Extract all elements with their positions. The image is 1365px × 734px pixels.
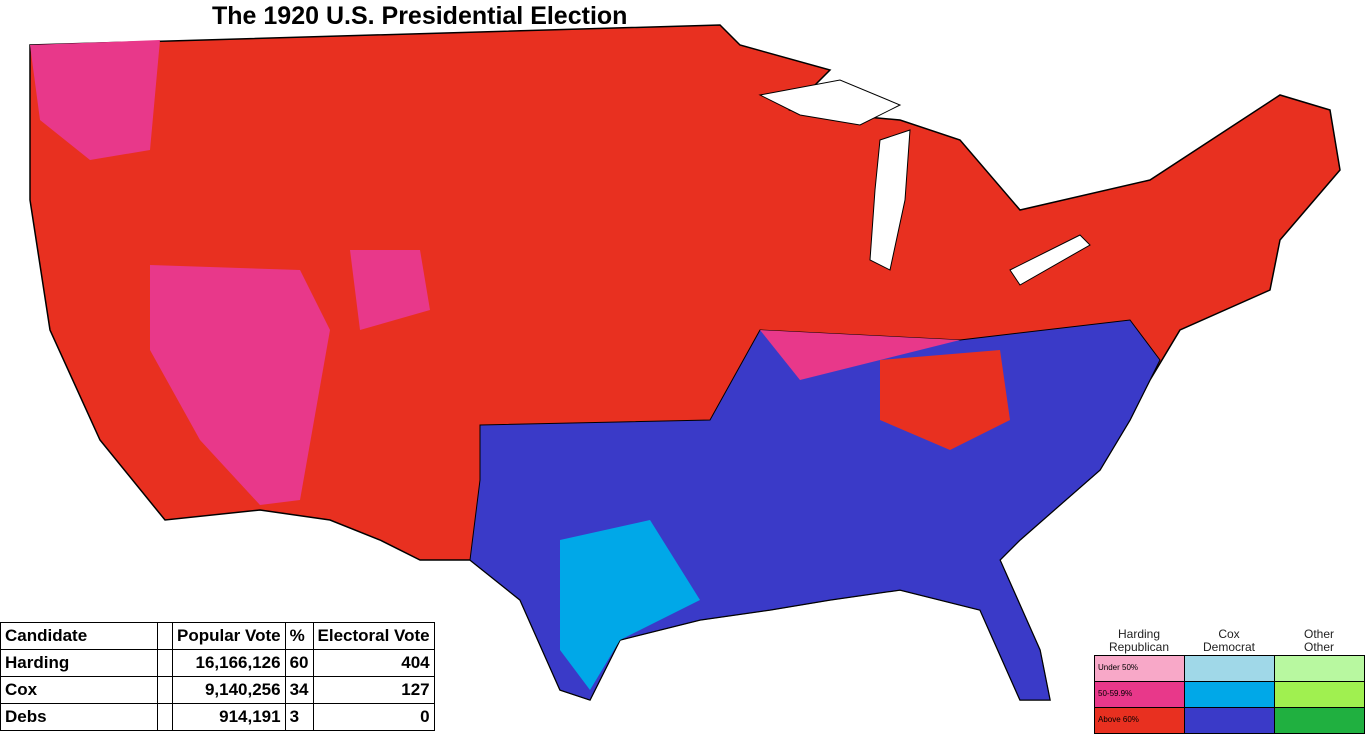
- legend-row: Under 50%: [1094, 656, 1365, 682]
- percent-cell: 34: [284, 676, 314, 704]
- republican-moderate-northwest: [30, 40, 160, 160]
- legend-swatch: [1185, 656, 1275, 682]
- electoral-vote-cell: 404: [312, 649, 435, 677]
- legend-column-header: Other Other: [1274, 628, 1364, 654]
- legend: Harding Republican Cox Democrat Other Other Un…: [1094, 628, 1365, 734]
- result-row: Debs 914,191 3 0: [0, 703, 435, 731]
- header-cell: %: [284, 622, 314, 650]
- legend-swatch: [1275, 656, 1365, 682]
- lake-erie: [1009, 234, 1091, 286]
- result-row: Cox 9,140,256 34 127: [0, 676, 435, 704]
- legend-column-header: Cox Democrat: [1184, 628, 1274, 654]
- spacer-cell: [157, 676, 173, 704]
- legend-header: Harding Republican Cox Democrat Other Other: [1094, 628, 1365, 654]
- lake-michigan: [869, 129, 911, 271]
- popular-vote-cell: 16,166,126: [172, 649, 286, 677]
- candidate-cell: Harding: [0, 649, 158, 677]
- legend-candidate: Harding: [1117, 627, 1161, 641]
- popular-vote-cell: 914,191: [172, 703, 286, 731]
- lake-superior: [758, 79, 902, 126]
- republican-moderate-west: [150, 265, 330, 505]
- legend-column-header: Harding Republican: [1094, 628, 1184, 654]
- results-table: Candidate Popular Vote % Electoral Vote …: [0, 622, 435, 731]
- spacer-cell: [157, 649, 173, 677]
- spacer-cell: [157, 703, 173, 731]
- legend-candidate: Other: [1303, 627, 1334, 641]
- legend-row-label: Under 50%: [1098, 663, 1139, 672]
- legend-swatch: [1185, 708, 1275, 734]
- legend-candidate: Cox: [1218, 627, 1240, 641]
- legend-row: 50-59.9%: [1094, 682, 1365, 708]
- democrat-moderate-texas: [560, 520, 700, 690]
- legend-swatch: [1275, 708, 1365, 734]
- header-cell: Popular Vote: [172, 622, 286, 650]
- legend-row-label: Above 60%: [1098, 715, 1139, 724]
- electoral-vote-cell: 0: [312, 703, 435, 731]
- legend-swatch: 50-59.9%: [1095, 682, 1185, 708]
- map-title: The 1920 U.S. Presidential Election: [212, 2, 628, 30]
- legend-row-label: 50-59.9%: [1098, 689, 1133, 698]
- spacer-cell: [157, 622, 173, 650]
- candidate-cell: Debs: [0, 703, 158, 731]
- header-cell: Electoral Vote: [312, 622, 435, 650]
- legend-party: Democrat: [1202, 640, 1255, 654]
- popular-vote-cell: 9,140,256: [172, 676, 286, 704]
- republican-appalachia: [880, 350, 1010, 450]
- header-row: Candidate Popular Vote % Electoral Vote: [0, 622, 435, 650]
- percent-cell: 3: [284, 703, 314, 731]
- republican-moderate-mountain: [350, 250, 430, 330]
- legend-row: Above 60%: [1094, 708, 1365, 734]
- legend-swatch: Above 60%: [1095, 708, 1185, 734]
- mixed-border: [760, 330, 960, 380]
- legend-swatch: [1275, 682, 1365, 708]
- legend-party: Other: [1303, 640, 1334, 654]
- header-cell: Candidate: [0, 622, 158, 650]
- legend-party: Republican: [1108, 640, 1170, 654]
- legend-swatch: Under 50%: [1095, 656, 1185, 682]
- legend-swatch: [1185, 682, 1275, 708]
- legend-grid: Under 50% 50-59.9% Above 60%: [1094, 655, 1365, 734]
- percent-cell: 60: [284, 649, 314, 677]
- result-row: Harding 16,166,126 60 404: [0, 649, 435, 677]
- candidate-cell: Cox: [0, 676, 158, 704]
- electoral-vote-cell: 127: [312, 676, 435, 704]
